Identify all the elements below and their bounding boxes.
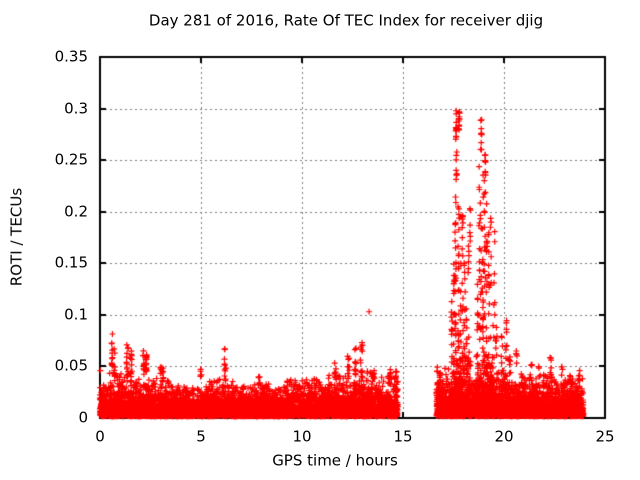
y-tick-label: 0.1 <box>64 305 88 324</box>
y-tick-label: 0.15 <box>54 253 88 272</box>
x-tick-label: 25 <box>595 427 615 446</box>
x-tick-label: 0 <box>95 427 105 446</box>
y-tick-label: 0.05 <box>54 356 88 375</box>
y-axis-label: ROTI / TECUs <box>7 187 26 287</box>
y-tick-label: 0.25 <box>54 150 88 169</box>
y-tick-label: 0.3 <box>64 99 88 118</box>
x-tick-label: 20 <box>494 427 514 446</box>
y-tick-label: 0.35 <box>54 47 88 66</box>
x-tick-label: 10 <box>292 427 312 446</box>
y-tick-label: 0.2 <box>64 202 88 221</box>
y-tick-label: 0 <box>78 408 88 427</box>
x-tick-label: 15 <box>393 427 413 446</box>
x-axis-label: GPS time / hours <box>272 451 398 470</box>
x-tick-label: 5 <box>196 427 206 446</box>
chart-title: Day 281 of 2016, Rate Of TEC Index for r… <box>148 11 544 30</box>
